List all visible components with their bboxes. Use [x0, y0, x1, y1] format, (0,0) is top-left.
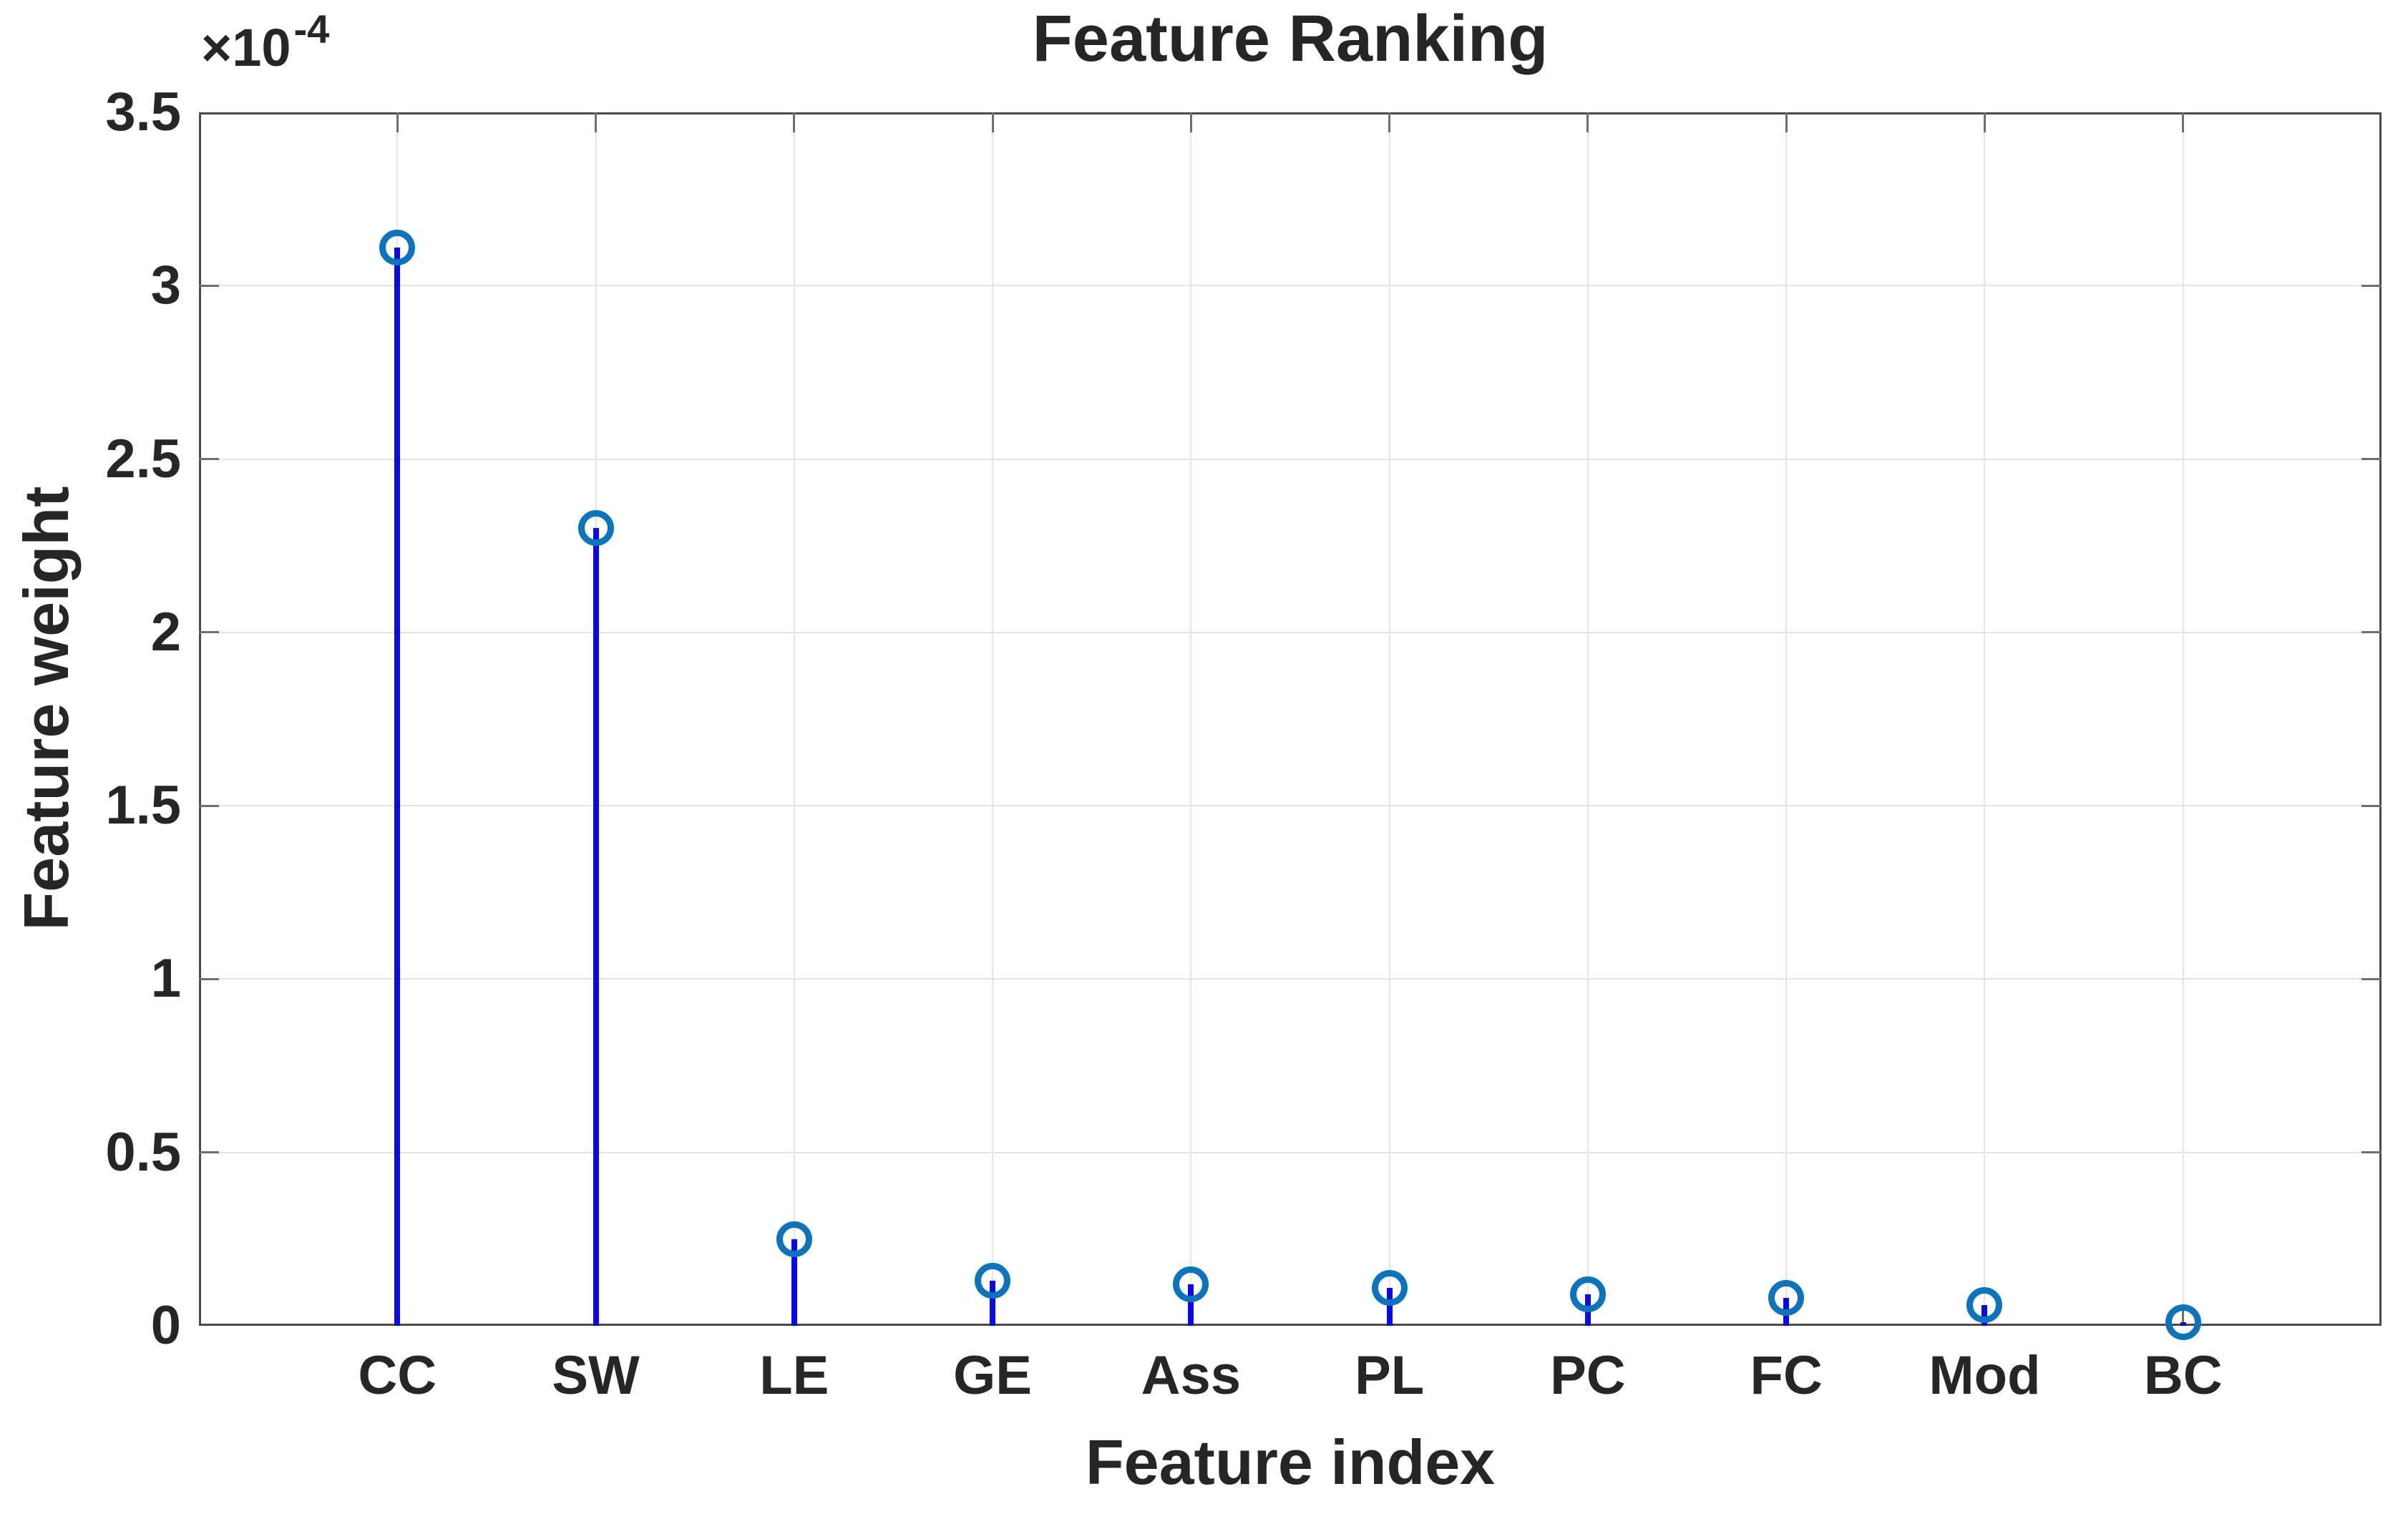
v-gridline	[793, 112, 795, 1326]
v-gridline	[1388, 112, 1390, 1326]
h-gridline	[199, 978, 2382, 980]
h-gridline	[199, 285, 2382, 287]
y-tick-mark-left	[199, 631, 219, 634]
h-gridline	[199, 631, 2382, 633]
y-tick-label: 2	[150, 601, 181, 663]
y-tick-mark-left	[199, 284, 219, 287]
stem-line	[791, 1239, 797, 1326]
h-gridline	[199, 805, 2382, 807]
h-gridline	[199, 1151, 2382, 1153]
stem-marker	[776, 1221, 812, 1257]
y-tick-mark-right	[2361, 977, 2382, 980]
v-gridline	[1190, 112, 1192, 1326]
stem-line	[394, 247, 401, 1326]
exponent-power: -4	[293, 6, 330, 52]
y-tick-label: 1.5	[105, 775, 181, 836]
y-tick-mark-left	[199, 458, 219, 461]
y-tick-label: 0	[150, 1295, 181, 1356]
x-tick-mark-top	[991, 112, 994, 132]
x-tick-mark-top	[793, 112, 796, 132]
v-gridline	[2182, 112, 2184, 1326]
v-gridline	[1984, 112, 1986, 1326]
stem-line	[990, 1281, 996, 1326]
stem-line	[1386, 1287, 1393, 1326]
plot-area	[199, 112, 2382, 1341]
y-tick-mark-left	[199, 804, 219, 807]
x-tick-mark-top	[1983, 112, 1986, 132]
v-gridline	[1586, 112, 1589, 1326]
x-tick-mark-top	[1388, 112, 1391, 132]
exponent-base: ×10	[201, 18, 291, 77]
x-tick-label: PL	[1355, 1345, 1425, 1406]
stem-marker	[379, 229, 416, 265]
y-axis-exponent-label: ×10-4	[201, 9, 329, 77]
y-tick-mark-left	[199, 977, 219, 980]
x-tick-label: FC	[1750, 1345, 1823, 1406]
x-axis-label: Feature index	[1085, 1427, 1496, 1498]
y-tick-label: 3.5	[105, 82, 181, 142]
x-tick-mark-top	[396, 112, 399, 132]
stem-marker	[1569, 1276, 1606, 1313]
stem-marker	[1966, 1286, 2003, 1323]
x-tick-label: LE	[759, 1345, 829, 1406]
v-gridline	[1785, 112, 1788, 1326]
y-tick-mark-left	[199, 1151, 219, 1154]
stem-line	[593, 528, 599, 1326]
x-tick-label: SW	[552, 1345, 640, 1406]
x-tick-mark-top	[1189, 112, 1192, 132]
x-tick-label: PC	[1550, 1345, 1626, 1406]
y-tick-label: 3	[150, 255, 181, 316]
stem-marker	[2165, 1304, 2201, 1341]
v-gridline	[992, 112, 994, 1326]
stem-marker	[975, 1263, 1011, 1299]
stem-marker	[577, 510, 614, 547]
y-tick-mark-right	[2361, 631, 2382, 634]
x-tick-label: Mod	[1929, 1345, 2041, 1406]
stem-marker	[1371, 1269, 1408, 1306]
chart-title: Feature Ranking	[1032, 2, 1549, 75]
x-tick-label: GE	[953, 1345, 1032, 1406]
stem-marker	[1768, 1280, 1805, 1317]
x-tick-mark-top	[1785, 112, 1788, 132]
stem-line	[1188, 1284, 1194, 1326]
x-tick-label: CC	[358, 1345, 437, 1406]
y-tick-mark-right	[2361, 1151, 2382, 1154]
y-tick-labels: 0 0.5 1 1.5 2 2.5 3 3.5	[0, 82, 181, 1356]
x-tick-label: BC	[2143, 1345, 2223, 1406]
x-tick-mark-top	[1586, 112, 1589, 132]
y-tick-mark-right	[2361, 284, 2382, 287]
x-tick-mark-top	[595, 112, 598, 132]
axis-box	[199, 112, 2382, 1326]
x-tick-labels: CC SW LE GE Ass PL PC FC Mod BC	[199, 1344, 2382, 1422]
y-tick-label: 0.5	[105, 1121, 181, 1183]
y-tick-mark-right	[2361, 804, 2382, 807]
stem-marker	[1173, 1266, 1209, 1302]
y-tick-label: 2.5	[105, 428, 181, 489]
x-tick-mark-top	[2182, 112, 2185, 132]
h-gridline	[199, 458, 2382, 460]
x-tick-label: Ass	[1141, 1345, 1242, 1406]
y-tick-label: 1	[150, 948, 181, 1010]
y-tick-mark-right	[2361, 458, 2382, 461]
